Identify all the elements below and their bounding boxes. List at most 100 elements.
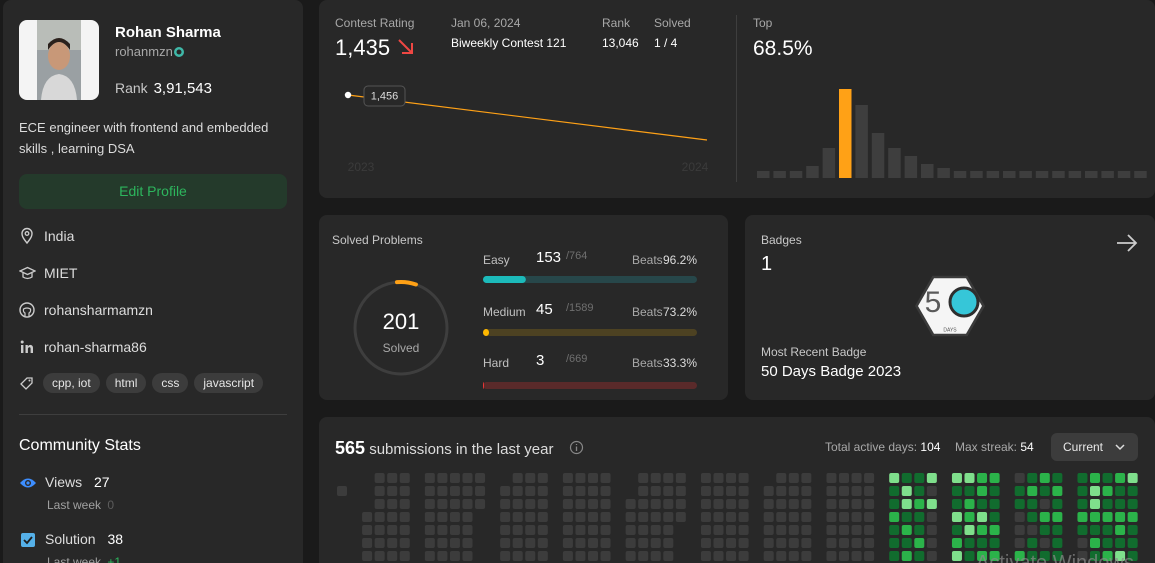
- skill-tag[interactable]: javascript: [194, 373, 264, 393]
- heatmap-cell: [889, 551, 900, 561]
- heatmap-cell: [1115, 512, 1126, 522]
- heatmap-cell: [625, 499, 636, 509]
- heatmap-cell: [1052, 525, 1063, 535]
- heatmap-cell: [738, 538, 749, 548]
- heatmap-cell: [437, 525, 448, 535]
- heatmap-cell: [562, 538, 573, 548]
- heatmap-cell: [512, 473, 523, 483]
- heatmap-cell: [1077, 525, 1088, 535]
- avatar[interactable]: [19, 20, 99, 100]
- heatmap-cell: [663, 525, 674, 535]
- heatmap-cell: [826, 551, 837, 561]
- stat-change: 0: [107, 498, 115, 512]
- recent-badge: 50 Days Badge 2023: [761, 363, 902, 380]
- heatmap-cell: [776, 512, 787, 522]
- heatmap-cell: [462, 499, 473, 509]
- skill-tag[interactable]: css: [152, 373, 189, 393]
- solved-total: 201: [382, 309, 420, 334]
- heatmap-cell: [964, 473, 975, 483]
- heatmap-cell: [700, 525, 711, 535]
- bio: ECE engineer with frontend and embedded …: [19, 120, 269, 156]
- heatmap-cell: [462, 538, 473, 548]
- heatmap-cell: [475, 486, 486, 496]
- tooltip-label: 1,456: [371, 90, 399, 102]
- heatmap-cell: [826, 525, 837, 535]
- badges-arrow[interactable]: [1115, 233, 1139, 253]
- max-streak-value: 54: [1020, 440, 1034, 454]
- heatmap-cell: [462, 551, 473, 561]
- solved-panel: [319, 215, 728, 400]
- edit-profile-button[interactable]: Edit Profile: [19, 174, 287, 209]
- views-row: Views 27: [45, 474, 110, 491]
- heatmap-cell: [788, 499, 799, 509]
- heatmap-cell: [387, 499, 398, 509]
- distribution-bar: [871, 133, 885, 178]
- heatmap-cell: [1115, 551, 1126, 561]
- difficulty-total: /764: [566, 250, 588, 262]
- linkedin[interactable]: rohan-sharma86: [44, 339, 147, 355]
- heatmap-cell: [462, 473, 473, 483]
- heatmap-cell: [726, 499, 737, 509]
- heatmap-cell: [337, 486, 347, 496]
- heatmap-cell: [700, 551, 711, 561]
- heatmap-cell: [1014, 486, 1025, 496]
- heatmap-cell: [738, 512, 749, 522]
- skill-tag[interactable]: cpp, iot: [43, 373, 100, 393]
- heatmap-cell: [1077, 499, 1088, 509]
- skill-tag[interactable]: html: [105, 373, 147, 393]
- distribution-bar: [773, 171, 786, 178]
- heatmap-cell: [889, 486, 900, 496]
- distribution-bar: [806, 166, 819, 178]
- heatmap-cell: [1115, 538, 1126, 548]
- heatmap-cell: [700, 473, 711, 483]
- info-icon[interactable]: [569, 440, 584, 455]
- heatmap-cell: [437, 473, 448, 483]
- chevron: [1115, 444, 1125, 451]
- distribution-bar: [1003, 171, 1016, 178]
- heatmap-cell: [726, 486, 737, 496]
- github[interactable]: rohansharmamzn: [44, 302, 153, 318]
- contest-solved-label: Solved: [654, 16, 691, 30]
- heatmap-cell: [638, 486, 649, 496]
- heatmap-cell: [851, 486, 862, 496]
- heatmap-cell: [500, 512, 511, 522]
- solution-icon: [21, 533, 35, 547]
- heatmap-cell: [1027, 473, 1038, 483]
- heatmap-cell: [512, 486, 523, 496]
- active-days-value: 104: [920, 440, 941, 454]
- heatmap-cell: [839, 551, 849, 561]
- heatmap-cell: [525, 538, 536, 548]
- heatmap-cell: [588, 473, 598, 483]
- distribution-bar: [1019, 171, 1032, 178]
- heatmap-cell: [776, 551, 787, 561]
- heatmap-cell: [575, 473, 586, 483]
- avatar-photo: [37, 20, 81, 100]
- beats-label: Beats: [632, 304, 663, 319]
- heatmap-cell: [387, 512, 398, 522]
- heatmap-cell: [1039, 486, 1050, 496]
- heatmap-cell: [851, 525, 862, 535]
- heatmap-cell: [1127, 473, 1138, 483]
- heatmap-cell: [588, 538, 598, 548]
- heatmap-cell: [449, 551, 460, 561]
- heatmap-cell: [424, 512, 435, 522]
- skills: cpp, iot html css javascript: [43, 373, 264, 393]
- heatmap-cell: [826, 473, 837, 483]
- heatmap-cell: [864, 525, 875, 535]
- github-icon: [19, 302, 35, 318]
- tooltip-box: [363, 85, 406, 107]
- heatmap-cell: [901, 473, 912, 483]
- heatmap-cell: [600, 525, 611, 535]
- heatmap-cell: [901, 486, 912, 496]
- heatmap-cell: [726, 538, 737, 548]
- heatmap-cell: [638, 551, 649, 561]
- badge-number: 5: [925, 286, 942, 319]
- heatmap-cell: [826, 538, 837, 548]
- heatmap-cell: [1039, 538, 1050, 548]
- heatmap-cell: [713, 499, 724, 509]
- distribution-bar: [757, 171, 770, 178]
- heatmap-cell: [437, 551, 448, 561]
- heatmap-cell: [839, 512, 849, 522]
- period-dropdown[interactable]: Current: [1051, 433, 1138, 461]
- heatmap-cell: [562, 486, 573, 496]
